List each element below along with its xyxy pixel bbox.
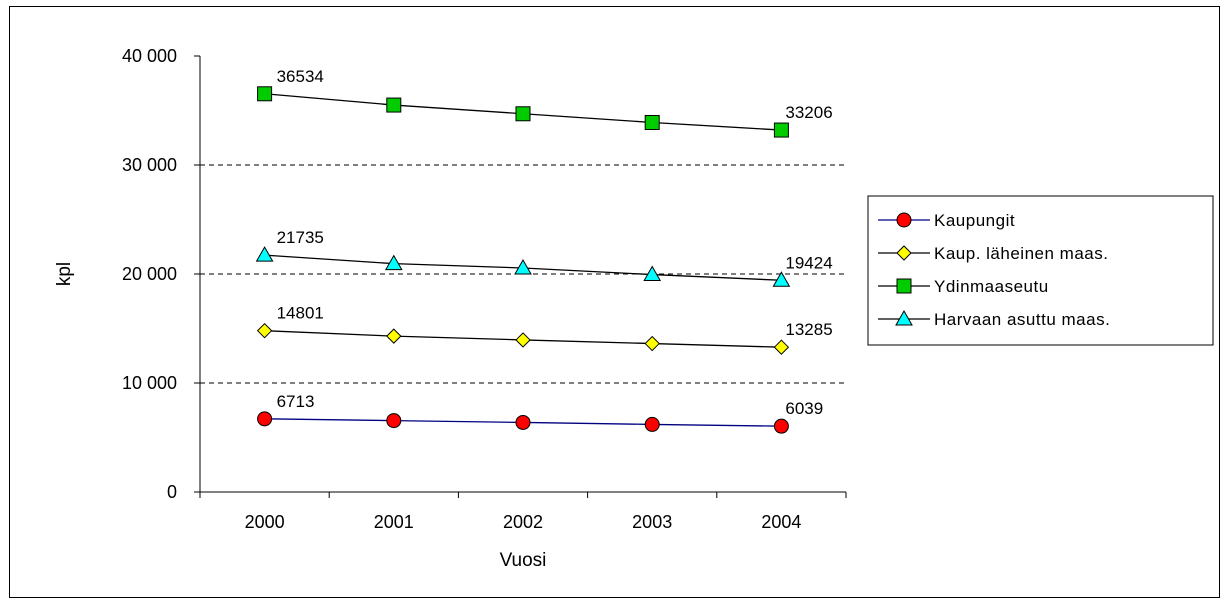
y-tick-label: 10 000 xyxy=(122,373,177,393)
legend-label: Ydinmaaseutu xyxy=(934,277,1049,296)
x-tick-label: 2001 xyxy=(374,512,414,532)
legend-marker xyxy=(896,245,912,261)
x-tick-label: 2004 xyxy=(761,512,801,532)
data-label: 36534 xyxy=(277,67,324,86)
data-point xyxy=(255,246,274,262)
y-tick-label: 0 xyxy=(167,482,177,502)
y-tick-label: 20 000 xyxy=(122,264,177,284)
legend-label: Kaupungit xyxy=(934,211,1015,230)
series-layer: 6713 6039 14801 13285 36534 33206 21735 19424 xyxy=(255,67,833,434)
data-point xyxy=(515,414,531,430)
data-point xyxy=(773,122,789,138)
data-point xyxy=(386,97,402,113)
data-point xyxy=(515,106,531,122)
data-point xyxy=(257,86,273,102)
x-tick-label: 2002 xyxy=(503,512,543,532)
x-tick-label: 2003 xyxy=(632,512,672,532)
series-kaupungit: 6713 6039 xyxy=(257,392,823,434)
data-point xyxy=(644,114,660,130)
y-tick-label: 30 000 xyxy=(122,155,177,175)
data-label: 33206 xyxy=(785,103,832,122)
axes: 0 10 000 20 000 30 000 40 000 2000 2001 2002 200… xyxy=(54,46,847,571)
y-axis-title: kpl xyxy=(54,262,75,286)
data-point xyxy=(515,332,531,348)
series-ydinmaaseutu: 36534 33206 xyxy=(257,67,833,138)
data-label: 13285 xyxy=(785,320,832,339)
legend-marker xyxy=(895,309,913,326)
legend-label: Harvaan asuttu maas. xyxy=(934,310,1110,329)
legend-box xyxy=(867,195,1214,346)
series-kaup-l-heinen-maas-: 14801 13285 xyxy=(256,304,833,355)
data-point xyxy=(773,339,790,355)
legend-label: Kaup. läheinen maas. xyxy=(934,244,1108,263)
legend-marker xyxy=(896,278,912,294)
data-label: 21735 xyxy=(277,228,324,247)
x-axis-title: Vuosi xyxy=(500,550,547,571)
data-label: 6713 xyxy=(277,392,315,411)
data-point xyxy=(644,335,660,352)
data-point xyxy=(257,411,273,427)
data-label: 6039 xyxy=(785,399,823,418)
data-point xyxy=(386,413,402,429)
data-point xyxy=(514,258,532,275)
data-point xyxy=(256,322,273,339)
data-point xyxy=(772,271,791,287)
data-point xyxy=(773,418,789,434)
x-tick-label: 2000 xyxy=(245,512,285,532)
legend: Kaupungit Kaup. läheinen maas. Ydinmaaseut… xyxy=(867,195,1214,346)
y-tick-label: 40 000 xyxy=(122,46,177,66)
data-point xyxy=(384,254,403,271)
data-label: 14801 xyxy=(277,304,324,323)
data-point xyxy=(644,416,660,432)
data-point xyxy=(386,328,402,344)
series-harvaan-asuttu-maas-: 21735 19424 xyxy=(255,228,833,287)
data-point xyxy=(643,265,662,282)
data-label: 19424 xyxy=(785,253,832,272)
legend-marker xyxy=(896,212,912,228)
